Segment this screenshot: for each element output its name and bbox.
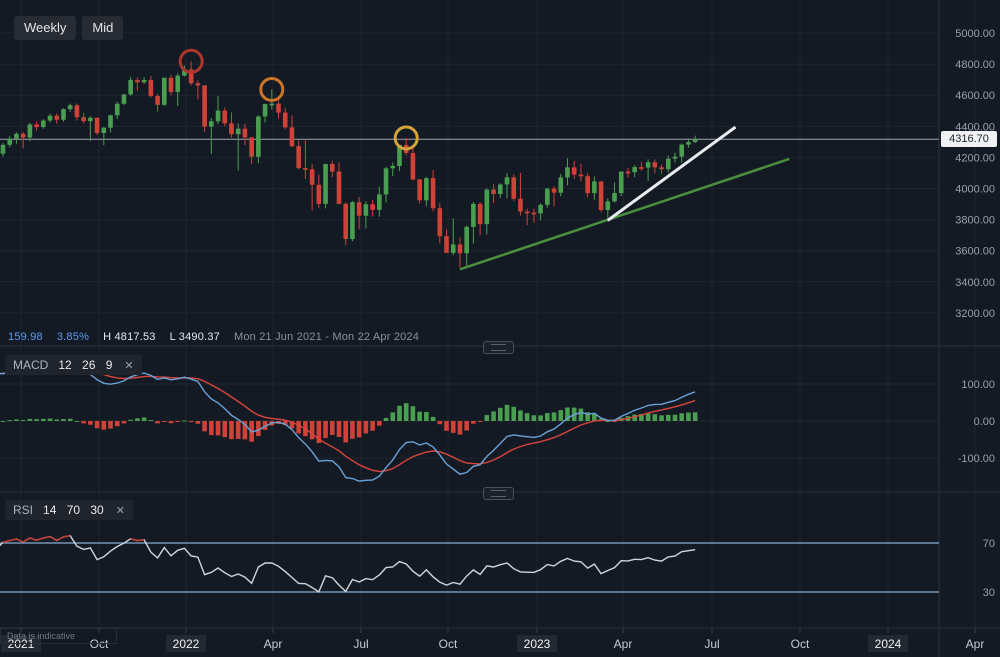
- data-indicative-note: Data is indicative: [0, 628, 117, 644]
- range-high: H 4817.53: [103, 331, 156, 343]
- time-tick-label: Jul: [353, 637, 368, 651]
- macd-signal-line: [0, 368, 696, 473]
- price-tick-label: 3800.00: [955, 215, 995, 227]
- price-tick-label: 3400.00: [955, 277, 995, 289]
- time-tick-label: Oct: [439, 637, 458, 651]
- macd-label: MACD: [13, 358, 49, 372]
- price-tick-label: 3200.00: [955, 308, 995, 320]
- macd-params: 12 26 9: [58, 358, 113, 372]
- highlight-circle: [393, 125, 419, 151]
- rsi-panel: [0, 534, 939, 593]
- macd-panel: [0, 366, 698, 482]
- highlight-circle: [178, 48, 204, 74]
- time-tick-label: Apr: [614, 637, 633, 651]
- time-tick-label: 2021: [8, 637, 35, 651]
- time-tick-label: 2023: [524, 637, 551, 651]
- price-tick-label: 4200.00: [955, 152, 995, 164]
- change-percent: 3.85%: [56, 331, 90, 343]
- mid-price-button[interactable]: Mid: [82, 16, 124, 40]
- time-tick-label: Oct: [791, 637, 810, 651]
- axis-labels: 5000.00 4800.00 4600.00 4400.00 4200.00 4000.…: [1, 28, 995, 652]
- rsi-params: 14 70 30: [43, 503, 104, 517]
- time-tick-label: Apr: [966, 637, 985, 651]
- rsi-close-icon[interactable]: ✕: [115, 504, 125, 517]
- price-tick-label: 4600.00: [955, 90, 995, 102]
- gridlines: [0, 0, 976, 633]
- rsi-panel-resize-handle[interactable]: [483, 487, 514, 500]
- price-tick-label: 4000.00: [955, 184, 995, 196]
- trendline-green: [459, 157, 790, 271]
- annotations: [178, 48, 790, 271]
- macd-panel-resize-handle[interactable]: [483, 341, 514, 354]
- timeframe-button[interactable]: Weekly: [14, 16, 77, 40]
- price-tick-label: 4800.00: [955, 59, 995, 71]
- price-info-bar: 159.98 3.85% H 4817.53 L 3490.37 Mon 21 …: [8, 331, 419, 343]
- macd-tick-label: -100.00: [958, 453, 995, 465]
- range-low: L 3490.37: [169, 331, 220, 343]
- rsi-tick-label: 70: [983, 538, 995, 550]
- price-tick-label: 4400.00: [955, 121, 995, 133]
- macd-line: [0, 366, 696, 482]
- time-tick-label: Jul: [704, 637, 719, 651]
- last-price-label: 4316.70: [941, 131, 997, 147]
- macd-indicator-badge: MACD 12 26 9 ✕: [5, 355, 142, 375]
- rsi-indicator-badge: RSI 14 70 30 ✕: [5, 500, 133, 520]
- change-value: 159.98: [8, 331, 43, 343]
- trendline-white: [606, 125, 737, 222]
- rsi-label: RSI: [13, 503, 34, 517]
- time-tick-label: 2024: [875, 637, 902, 651]
- macd-tick-label: 0.00: [974, 416, 995, 428]
- macd-close-icon[interactable]: ✕: [124, 359, 134, 372]
- price-tick-label: 5000.00: [955, 28, 995, 40]
- date-range: Mon 21 Jun 2021 - Mon 22 Apr 2024: [233, 331, 420, 343]
- macd-tick-label: 100.00: [961, 379, 995, 391]
- time-tick-label: Apr: [264, 637, 283, 651]
- time-tick-label: 2022: [173, 637, 200, 651]
- rsi-line: [0, 534, 696, 593]
- highlight-circle: [259, 76, 285, 102]
- price-tick-label: 3600.00: [955, 246, 995, 258]
- candlestick-series: [0, 61, 698, 268]
- time-tick-label: Oct: [90, 637, 109, 651]
- chart-toolbar: Weekly Mid: [14, 16, 124, 40]
- rsi-tick-label: 30: [983, 587, 995, 599]
